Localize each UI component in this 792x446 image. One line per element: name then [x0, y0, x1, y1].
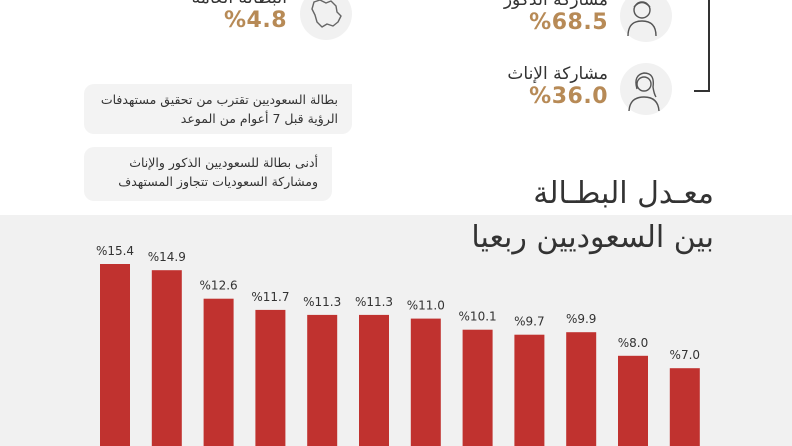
bar-value-label-3: %12.6	[200, 279, 238, 293]
bar-12	[669, 368, 700, 446]
bar-7	[410, 318, 441, 446]
stat-male-participation: مشاركة الذكور %68.5	[504, 0, 608, 35]
bar-value-label-10: %9.9	[566, 312, 597, 326]
stat-male-participation-value: %68.5	[529, 10, 608, 35]
highlight-card-2: أدنى بطالة للسعوديين الذكور والإناث ومشا…	[84, 147, 332, 201]
bar-value-label-9: %9.7	[514, 315, 545, 329]
bar-value-label-6: %11.3	[355, 295, 393, 309]
stat-general-unemployment-value: %4.8	[223, 8, 287, 33]
bar-value-label-8: %10.1	[459, 310, 497, 324]
bar-value-label-11: %8.0	[618, 336, 649, 350]
bar-value-label-1: %15.4	[96, 244, 134, 258]
highlight-card-2-line2: ومشاركة السعوديات تتجاوز المستهدف	[118, 174, 318, 189]
bar-5	[307, 314, 338, 446]
highlight-card-1-line2: الرؤية قبل 7 أعوام من الموعد	[180, 111, 338, 126]
highlight-card-1: بطالة السعوديين تقترب من تحقيق مستهدفات …	[84, 84, 352, 134]
participation-bracket	[694, 0, 710, 92]
stat-female-participation-label: مشاركة الإناث	[507, 64, 608, 84]
stat-male-participation-label: مشاركة الذكور	[503, 0, 608, 10]
bar-8	[462, 329, 493, 446]
stat-general-unemployment: البطالة العامة %4.8	[192, 0, 287, 33]
bar-10	[566, 332, 597, 446]
bar-6	[359, 314, 389, 446]
highlight-card-2-line1: أدنى بطالة للسعوديين الذكور والإناث	[129, 155, 318, 170]
bar-value-label-5: %11.3	[303, 295, 341, 309]
bar-value-label-7: %11.0	[407, 299, 445, 313]
bar-4	[255, 309, 286, 446]
bar-2	[151, 270, 182, 446]
chart-title-line2: بين السعوديين ربعيا	[471, 220, 714, 255]
stat-general-unemployment-label: البطالة العامة	[192, 0, 287, 8]
bar-1	[100, 264, 130, 446]
unemployment-bar-chart: %15.4 %14.9 %12.6 %11.7 %11.3 %11.3 %11.0 %10.1…	[96, 244, 701, 446]
bar-9	[514, 334, 545, 446]
bar-value-label-12: %7.0	[670, 348, 701, 362]
chart-section	[0, 215, 792, 446]
bar-3	[203, 298, 234, 446]
saudi-map-icon	[300, 0, 352, 40]
stat-female-participation-value: %36.0	[529, 84, 608, 109]
highlight-card-1-line1: بطالة السعوديين تقترب من تحقيق مستهدفات	[100, 92, 338, 107]
stat-female-participation: مشاركة الإناث %36.0	[507, 64, 608, 109]
male-person-icon	[620, 0, 672, 42]
bar-11	[618, 355, 648, 446]
bar-value-label-2: %14.9	[148, 250, 186, 264]
female-person-icon	[620, 63, 672, 115]
bar-value-label-4: %11.7	[251, 290, 289, 304]
chart-title-line1: معـدل البطـالة	[533, 176, 714, 211]
